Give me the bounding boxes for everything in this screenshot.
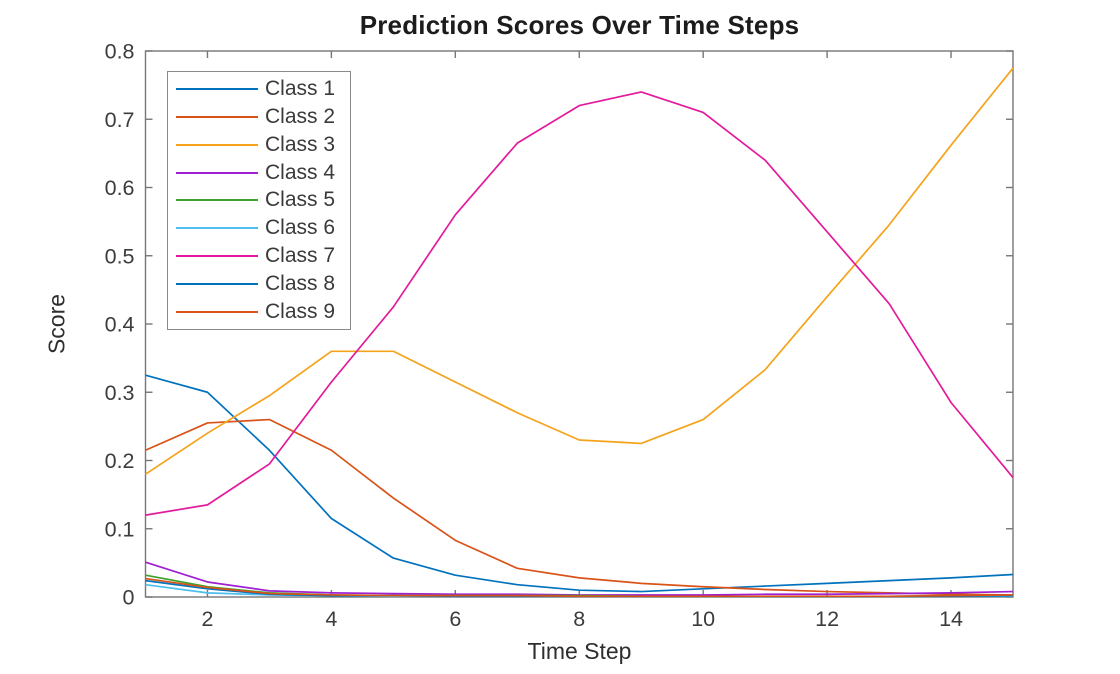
y-tick-label: 0.4 [105,313,135,337]
legend-label: Class 7 [265,244,336,268]
legend-label: Class 6 [265,216,336,240]
x-tick-label: 10 [691,607,715,631]
chart-title: Prediction Scores Over Time Steps [359,10,800,40]
y-tick-label: 0.5 [105,244,135,268]
series-line-class-9 [145,577,1014,598]
series-line-class-3 [145,67,1014,475]
series-line-class-2 [145,418,1014,596]
series-line-class-1 [145,374,1014,593]
y-tick-label: 0 [123,586,135,610]
legend-item-class-3: Class 3 [176,132,350,158]
x-tick-label: 12 [815,607,839,631]
legend-line-sample [176,227,258,230]
legend-item-class-7: Class 7 [176,243,350,269]
y-tick-label: 0.1 [105,517,135,541]
y-tick-label: 0.7 [105,108,135,132]
legend-line-sample [176,255,258,258]
legend-line-sample [176,87,258,90]
legend-label: Class 1 [265,76,336,100]
y-tick-label: 0.6 [105,176,135,200]
legend-label: Class 9 [265,299,336,323]
x-tick-label: 6 [449,607,461,631]
legend-line-sample [176,283,258,286]
legend-item-class-6: Class 6 [176,215,350,241]
y-tick-label: 0.3 [105,381,135,405]
legend-label: Class 8 [265,272,336,296]
legend-label: Class 5 [265,188,336,212]
x-tick-label: 8 [573,607,585,631]
legend-label: Class 4 [265,160,336,184]
x-axis-label: Time Step [527,638,632,664]
x-tick-label: 2 [201,607,213,631]
legend-item-class-2: Class 2 [176,104,350,130]
legend-line-sample [176,171,258,174]
legend-item-class-1: Class 1 [176,76,350,102]
y-tick-label: 0.2 [105,449,135,473]
y-axis-label: Score [43,293,70,355]
legend-label: Class 2 [265,104,336,128]
series-line-class-7 [145,91,1014,516]
legend-item-class-8: Class 8 [176,271,350,297]
legend-line-sample [176,143,258,146]
x-tick-label: 14 [939,607,963,631]
legend-item-class-9: Class 9 [176,299,350,325]
legend-item-class-5: Class 5 [176,187,350,213]
legend-line-sample [176,199,258,202]
legend: Class 1 Class 2 Class 3 Class 4 Class 5 Class… [167,71,351,330]
legend-item-class-4: Class 4 [176,160,350,186]
legend-label: Class 3 [265,132,336,156]
y-tick-label: 0.8 [105,40,135,64]
legend-line-sample [176,115,258,118]
legend-line-sample [176,310,258,313]
x-tick-label: 4 [325,607,337,631]
